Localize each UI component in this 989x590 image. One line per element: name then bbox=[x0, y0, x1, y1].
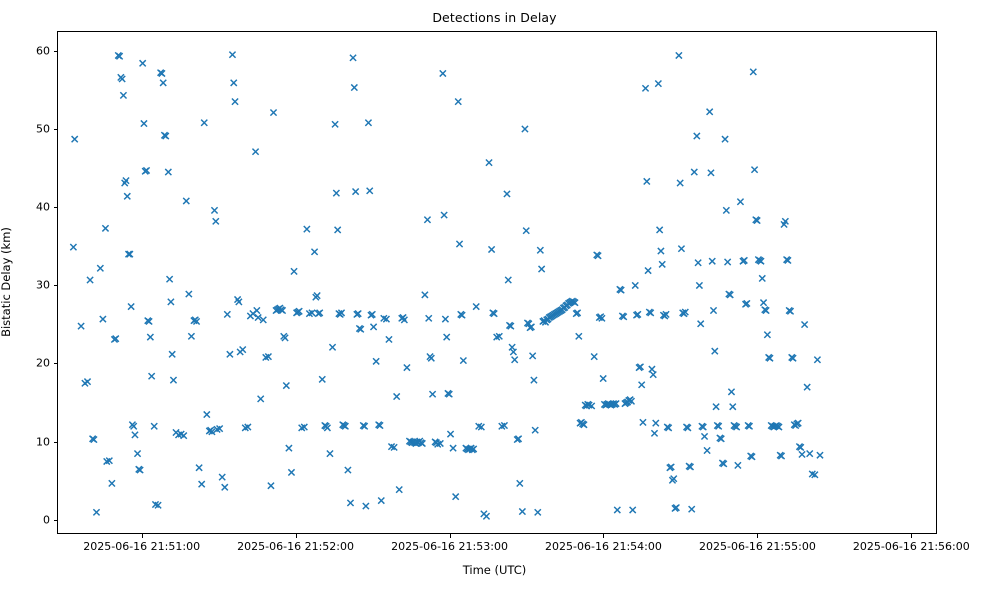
y-tick-label: 0 bbox=[43, 513, 50, 527]
chart-title: Detections in Delay bbox=[432, 10, 557, 25]
plot-area bbox=[57, 31, 937, 534]
x-tick-mark bbox=[141, 534, 143, 538]
scatter-points-layer bbox=[69, 51, 824, 520]
x-tick-mark bbox=[911, 534, 913, 538]
y-axis-label: Bistatic Delay (km) bbox=[0, 227, 13, 337]
x-tick-label: 2025-06-16 21:56:00 bbox=[852, 540, 970, 553]
y-tick-label: 10 bbox=[36, 435, 50, 449]
y-tick-label: 40 bbox=[36, 200, 50, 214]
x-tick-label: 2025-06-16 21:51:00 bbox=[83, 540, 201, 553]
x-tick-label: 2025-06-16 21:52:00 bbox=[237, 540, 355, 553]
y-tick-label: 20 bbox=[36, 356, 50, 370]
x-tick-mark bbox=[295, 534, 297, 538]
x-tick-mark bbox=[603, 534, 605, 538]
y-tick-label: 30 bbox=[36, 278, 50, 292]
x-tick-mark bbox=[449, 534, 451, 538]
y-tick-label: 50 bbox=[36, 122, 50, 136]
x-tick-label: 2025-06-16 21:55:00 bbox=[698, 540, 816, 553]
x-tick-mark bbox=[757, 534, 759, 538]
x-tick-label: 2025-06-16 21:53:00 bbox=[391, 540, 508, 553]
y-tick-label: 60 bbox=[36, 44, 50, 58]
x-axis-label: Time (UTC) bbox=[462, 563, 527, 577]
x-tick-label: 2025-06-16 21:54:00 bbox=[545, 540, 662, 553]
